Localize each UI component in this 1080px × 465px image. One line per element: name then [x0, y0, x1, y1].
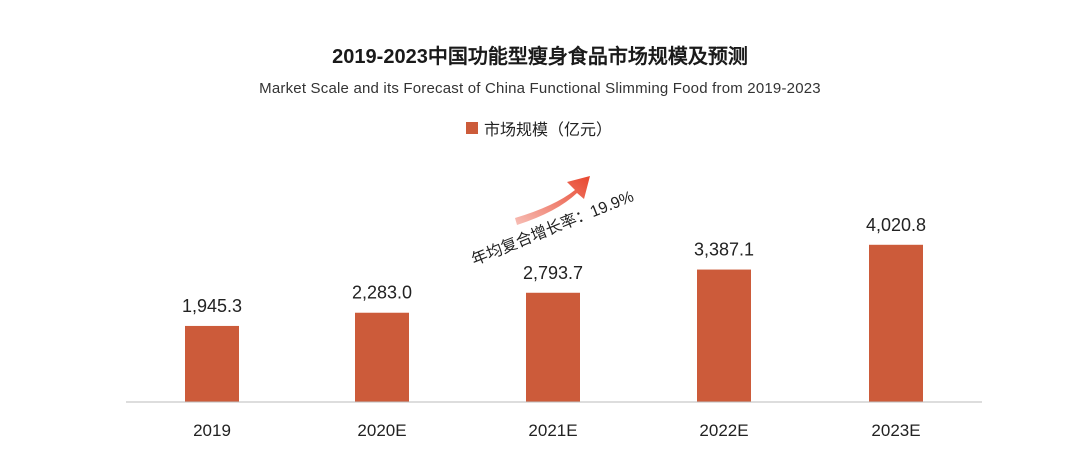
bar-2022E	[697, 269, 751, 402]
bar-2019	[185, 325, 239, 402]
trend-arrow-icon	[515, 176, 590, 225]
value-label-2021E: 2,793.7	[523, 263, 583, 283]
legend-swatch	[466, 122, 478, 134]
x-tick-label-2019: 2019	[193, 421, 231, 440]
x-tick-label-2023E: 2023E	[871, 421, 920, 440]
value-label-2023E: 4,020.8	[866, 215, 926, 235]
x-tick-label-2022E: 2022E	[699, 421, 748, 440]
x-tick-label-2021E: 2021E	[528, 421, 577, 440]
value-label-2019: 1,945.3	[182, 296, 242, 316]
bar-2023E	[869, 244, 923, 402]
bar-2020E	[355, 312, 409, 402]
bar-2021E	[526, 292, 580, 402]
chart-subtitle: Market Scale and its Forecast of China F…	[259, 80, 821, 97]
legend: 市场规模（亿元）	[466, 116, 612, 140]
legend-label: 市场规模（亿元）	[484, 122, 613, 139]
value-label-2022E: 3,387.1	[694, 240, 754, 260]
x-tick-label-2020E: 2020E	[357, 421, 406, 440]
chart-title: 2019-2023中国功能型瘦身食品市场规模及预测	[332, 46, 748, 68]
value-label-2020E: 2,283.0	[352, 283, 412, 303]
